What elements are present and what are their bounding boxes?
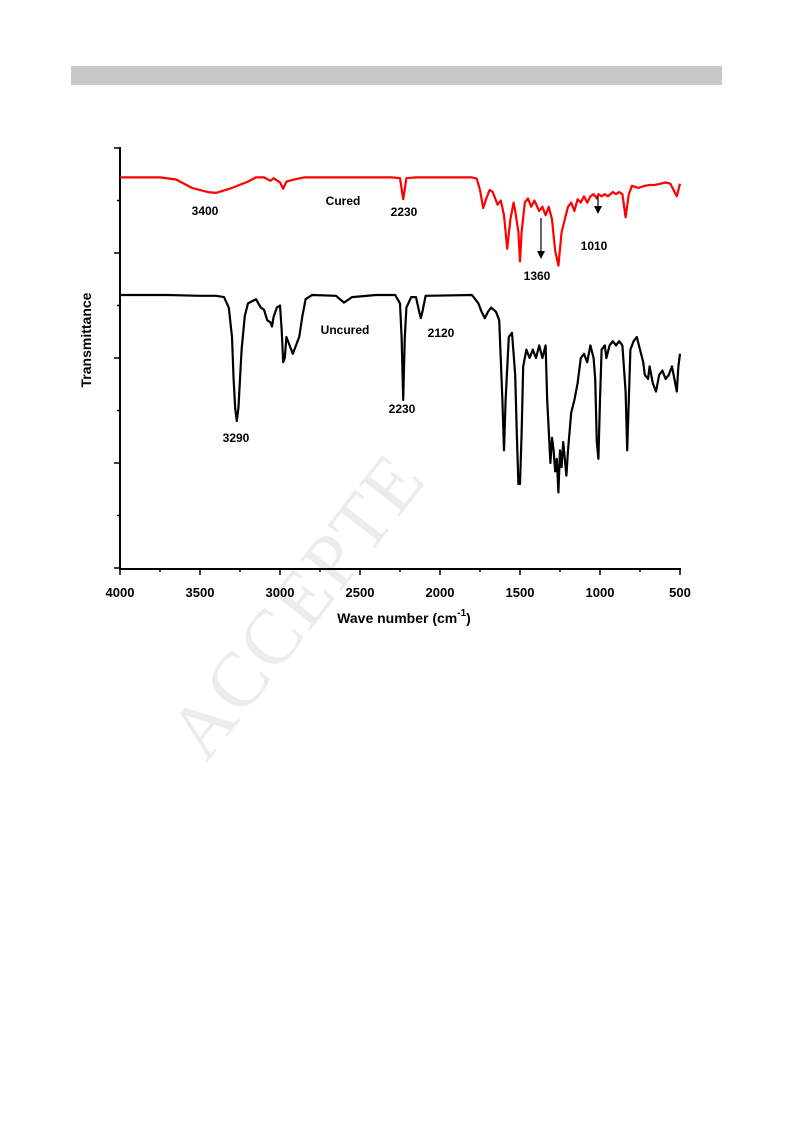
peak-label: 2120	[428, 326, 455, 340]
x-tick-label: 2500	[346, 585, 375, 600]
peak-arrowhead	[594, 206, 602, 214]
y-axis-label: Transmittance	[78, 292, 94, 387]
x-axis-label-sup: -1	[457, 608, 466, 619]
x-axis-label-close: )	[466, 610, 471, 626]
y-ticks	[114, 147, 120, 569]
x-tick-label: 3500	[186, 585, 215, 600]
x-axis-label: Wave number (cm-1)	[337, 608, 471, 626]
page-header-bar	[71, 66, 722, 85]
series-line-uncured	[120, 293, 682, 494]
x-tick-label: 500	[669, 585, 691, 600]
series-group	[120, 176, 682, 494]
peak-label: 1010	[581, 239, 608, 253]
series-line-cured	[120, 176, 682, 267]
annotation-group: 3400 2230 1360 1010 3290 2230 2120 Cured Uncured	[192, 194, 608, 445]
x-tick-labels: 4000 3500 3000 2500 2000 1500 1000 500	[106, 585, 691, 600]
peak-label: 1360	[524, 269, 551, 283]
x-tick-label: 2000	[426, 585, 455, 600]
peak-arrowhead	[537, 251, 545, 259]
series-label-uncured: Uncured	[321, 323, 370, 337]
peak-label: 2230	[391, 205, 418, 219]
peak-label: 2230	[389, 402, 416, 416]
x-ticks	[119, 569, 681, 575]
peak-label: 3400	[192, 204, 219, 218]
x-tick-label: 1500	[506, 585, 535, 600]
x-tick-label: 4000	[106, 585, 135, 600]
x-tick-label: 1000	[586, 585, 615, 600]
peak-label: 3290	[223, 431, 250, 445]
x-axis-label-main: Wave number (cm	[337, 610, 457, 626]
series-label-cured: Cured	[326, 194, 361, 208]
x-tick-label: 3000	[266, 585, 295, 600]
